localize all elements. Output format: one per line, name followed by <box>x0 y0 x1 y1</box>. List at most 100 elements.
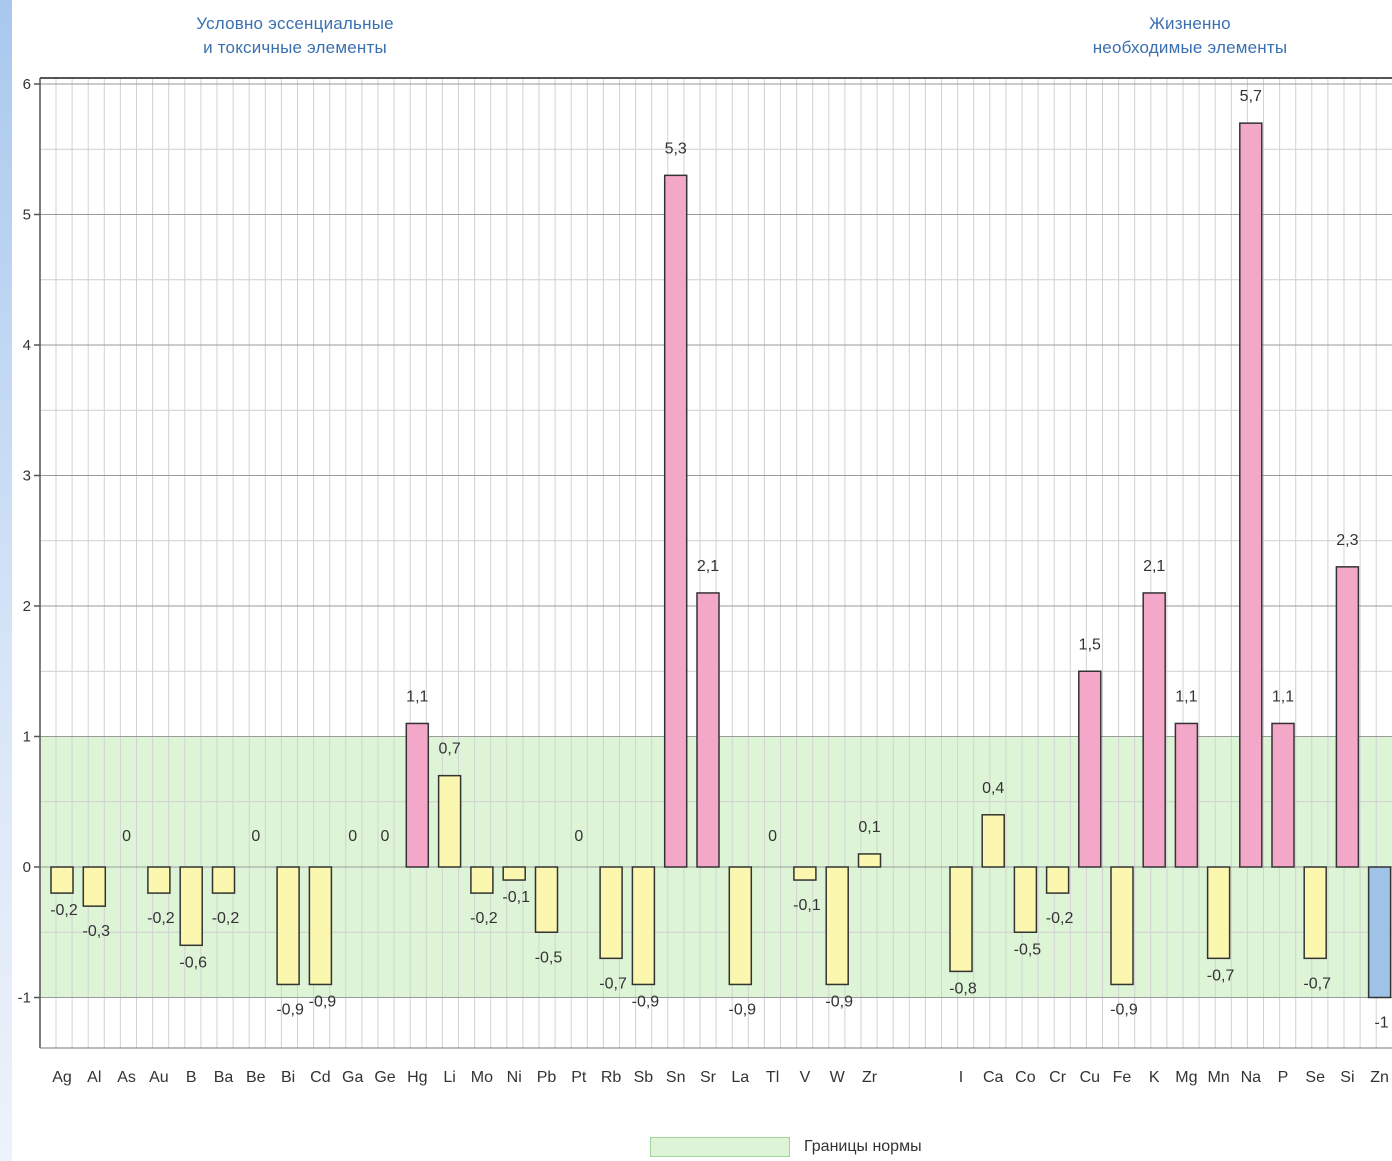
data-label: 0 <box>122 828 131 845</box>
group-title-line: Условно эссенциальные <box>196 14 394 33</box>
bar <box>502 866 526 881</box>
bar <box>1239 122 1263 868</box>
bar <box>1174 722 1199 868</box>
data-label: -0,5 <box>1014 941 1042 958</box>
bar <box>728 866 753 986</box>
group-title-vital-elements: Жизненно необходимые элементы <box>1040 12 1340 60</box>
data-label: 0 <box>768 828 777 845</box>
y-tick-label: 5 <box>23 207 31 224</box>
x-tick-label: Au <box>149 1069 169 1086</box>
data-label: -0,7 <box>1303 975 1331 992</box>
x-tick-label: Fe <box>1113 1069 1132 1086</box>
data-label: 0 <box>574 828 583 845</box>
bar <box>470 866 494 894</box>
bar <box>405 722 430 868</box>
group-title-conditionally-essential: Условно эссенциальные и токсичные элемен… <box>150 12 440 60</box>
bar <box>1142 592 1166 868</box>
x-tick-label: Pb <box>537 1069 557 1086</box>
bar <box>1013 866 1038 933</box>
data-label: -0,8 <box>949 980 977 997</box>
y-tick-label: -1 <box>18 990 31 1007</box>
group-title-line: и токсичные элементы <box>203 38 387 57</box>
data-label: 2,1 <box>697 558 719 575</box>
x-tick-label: Ge <box>374 1069 395 1086</box>
bar <box>949 866 973 973</box>
x-tick-label: B <box>186 1069 197 1086</box>
bar <box>631 866 656 986</box>
x-tick-label: La <box>731 1069 749 1086</box>
y-tick-label: 6 <box>23 76 31 93</box>
x-tick-label: Ga <box>342 1069 363 1086</box>
legend-norm-swatch <box>650 1137 790 1157</box>
data-label: 5,3 <box>665 140 687 157</box>
bar <box>276 866 300 986</box>
x-tick-label: Ba <box>214 1069 234 1086</box>
x-tick-label: Na <box>1241 1069 1262 1086</box>
data-label: 2,1 <box>1143 558 1165 575</box>
x-tick-label: Bi <box>281 1069 295 1086</box>
group-title-line: необходимые элементы <box>1092 38 1288 57</box>
x-tick-label: Hg <box>407 1069 427 1086</box>
x-tick-label: Rb <box>601 1069 622 1086</box>
y-tick-label: 1 <box>23 729 31 746</box>
data-label: -0,9 <box>632 993 660 1010</box>
x-tick-label: Li <box>443 1069 455 1086</box>
x-tick-label: Sb <box>634 1069 654 1086</box>
data-label: -0,2 <box>212 910 240 927</box>
legend-norm-label: Границы нормы <box>804 1138 922 1155</box>
bar <box>437 774 462 868</box>
x-tick-label: K <box>1149 1069 1160 1086</box>
data-label: 0,1 <box>858 819 880 836</box>
x-tick-label: P <box>1278 1069 1289 1086</box>
bar <box>857 853 882 868</box>
bar <box>308 866 333 986</box>
data-label: 2,3 <box>1336 532 1358 549</box>
data-label: 1,1 <box>1272 688 1294 705</box>
bar <box>1110 866 1134 986</box>
x-tick-label: Be <box>246 1069 266 1086</box>
data-label: 0 <box>348 828 357 845</box>
bar <box>599 866 623 960</box>
data-label: -0,1 <box>793 897 821 914</box>
bar <box>1335 566 1360 868</box>
x-tick-label: As <box>117 1069 136 1086</box>
x-tick-label: I <box>959 1069 963 1086</box>
x-tick-label: W <box>830 1069 846 1086</box>
data-label: -1 <box>1374 1015 1388 1032</box>
x-tick-label: Cu <box>1080 1069 1100 1086</box>
data-label: -0,7 <box>1207 967 1235 984</box>
x-tick-label: Sr <box>700 1069 717 1086</box>
x-tick-label: Cr <box>1049 1069 1067 1086</box>
data-label: 0 <box>251 828 260 845</box>
bar <box>1078 670 1102 868</box>
bar <box>179 866 203 947</box>
data-label: -0,3 <box>83 923 111 940</box>
bar <box>1367 866 1392 999</box>
data-label: 1,1 <box>406 688 428 705</box>
x-tick-label: Tl <box>766 1069 779 1086</box>
x-tick-label: Zn <box>1370 1069 1389 1086</box>
data-label: -0,2 <box>470 910 498 927</box>
group-title-line: Жизненно <box>1149 14 1231 33</box>
data-label: -0,9 <box>309 993 337 1010</box>
bar <box>663 174 688 868</box>
x-tick-label: V <box>800 1069 811 1086</box>
x-tick-label: Ag <box>52 1069 72 1086</box>
y-tick-label: 4 <box>23 337 31 354</box>
data-label: -0,5 <box>535 949 563 966</box>
x-tick-label: Mg <box>1175 1069 1197 1086</box>
data-label: 0 <box>381 828 390 845</box>
x-tick-label: Cd <box>310 1069 330 1086</box>
y-tick-label: 3 <box>23 468 31 485</box>
bar <box>50 866 74 894</box>
y-tick-label: 0 <box>23 859 31 876</box>
data-label: -0,2 <box>50 902 78 919</box>
bar <box>1271 722 1295 868</box>
x-tick-label: Al <box>87 1069 101 1086</box>
y-tick-label: 2 <box>23 598 31 615</box>
left-decorative-stripe <box>0 0 12 1161</box>
x-tick-label: Pt <box>571 1069 587 1086</box>
bar <box>534 866 559 933</box>
data-label: -0,2 <box>147 910 175 927</box>
data-label: 1,1 <box>1175 688 1197 705</box>
